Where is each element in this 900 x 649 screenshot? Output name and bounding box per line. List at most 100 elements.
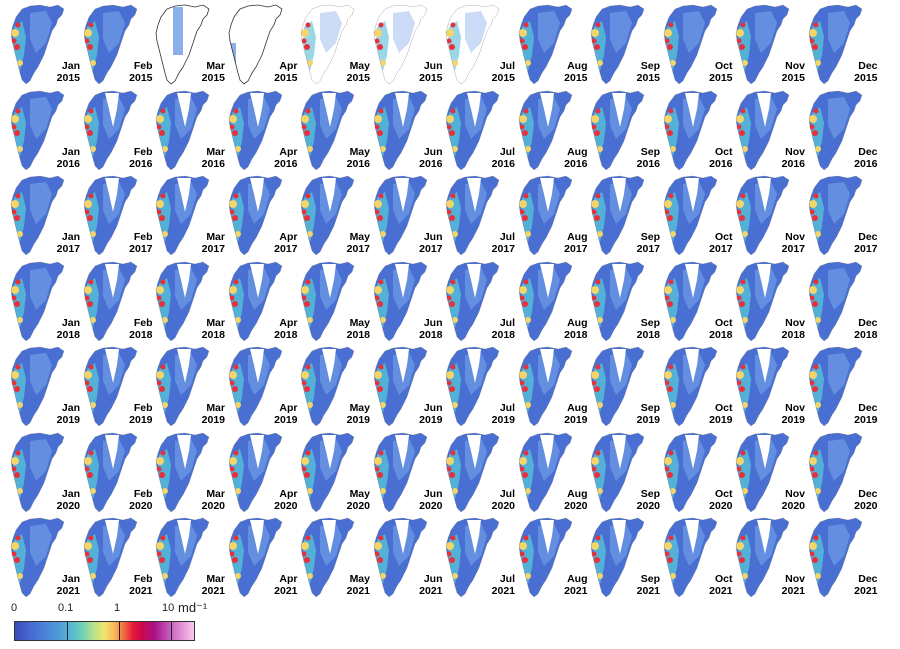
- outlet-glacier-mark: [378, 450, 383, 455]
- outlet-glacier-mark: [450, 450, 456, 455]
- outlet-glacier-mark: [668, 450, 673, 455]
- colorbar-tick-mark: [119, 622, 120, 640]
- outlet-glacier-mark: [86, 557, 93, 563]
- colorbar-tick-label-1: 1: [114, 602, 121, 614]
- outlet-glacier-mark: [11, 295, 17, 300]
- map-panel: Jul 2015: [441, 3, 515, 87]
- greenland-velocity-map: [300, 4, 355, 85]
- outlet-glacier-mark: [736, 466, 742, 471]
- panel-month: Apr: [279, 487, 298, 500]
- panel-date-label: Feb 2019: [129, 402, 152, 426]
- outlet-glacier-mark: [17, 60, 23, 66]
- outlet-glacier-mark: [452, 60, 458, 66]
- outlet-glacier-mark: [518, 29, 527, 37]
- panel-year: 2020: [636, 499, 660, 512]
- outlet-glacier-mark: [666, 215, 673, 221]
- outlet-glacier-mark: [86, 300, 93, 307]
- panel-year: 2020: [491, 499, 515, 512]
- outlet-glacier-mark: [449, 471, 455, 478]
- panel-date-label: Oct 2021: [709, 573, 732, 597]
- map-panel: Oct 2018: [659, 260, 733, 344]
- outlet-glacier-mark: [524, 145, 531, 152]
- panel-month: Aug: [567, 60, 588, 72]
- panel-date-label: Nov 2019: [782, 402, 805, 426]
- panel-year: 2016: [564, 157, 588, 170]
- panel-date-label: Dec 2020: [854, 488, 877, 512]
- greenland-velocity-map: [445, 175, 500, 256]
- outlet-glacier-mark: [524, 231, 531, 237]
- outlet-glacier-mark: [814, 402, 821, 408]
- outlet-glacier-mark: [228, 456, 237, 465]
- outlet-glacier-mark: [814, 487, 821, 494]
- greenland-velocity-map: [373, 175, 427, 256]
- map-panel: Sep 2018: [586, 260, 660, 344]
- outlet-glacier-mark: [84, 38, 89, 44]
- outlet-glacier-mark: [234, 573, 241, 579]
- outlet-glacier-mark: [378, 364, 383, 370]
- greenland-velocity-map: [155, 517, 210, 598]
- outlet-glacier-mark: [595, 279, 601, 284]
- greenland-velocity-map: [518, 4, 572, 85]
- panel-date-label: Jun 2020: [419, 488, 442, 512]
- outlet-glacier-mark: [14, 215, 20, 221]
- panel-year: 2020: [781, 499, 805, 512]
- panel-year: 2019: [709, 414, 733, 426]
- outlet-glacier-mark: [305, 193, 311, 199]
- map-panel: May 2020: [296, 431, 370, 515]
- outlet-glacier-mark: [379, 60, 386, 66]
- outlet-glacier-mark: [446, 542, 454, 550]
- outlet-glacier-mark: [233, 108, 238, 113]
- outlet-glacier-mark: [809, 295, 814, 300]
- greenland-velocity-map: [590, 517, 645, 598]
- panel-year: 2015: [56, 72, 80, 84]
- outlet-glacier-mark: [452, 487, 458, 494]
- panel-date-label: Jan 2017: [57, 231, 80, 255]
- panel-year: 2017: [201, 243, 225, 255]
- map-panel: Sep 2015: [586, 3, 660, 87]
- panel-month: Jul: [499, 573, 515, 585]
- outlet-glacier-mark: [595, 193, 601, 199]
- colorbar-legend: 0 0.1 1 10 md⁻¹: [0, 600, 900, 649]
- panel-month: Jan: [61, 573, 80, 585]
- greenland-velocity-map: [83, 517, 137, 598]
- greenland-velocity-map: [445, 261, 500, 341]
- outlet-glacier-mark: [452, 316, 458, 323]
- outlet-glacier-mark: [808, 200, 817, 208]
- outlet-glacier-mark: [813, 22, 818, 28]
- panel-date-label: Sep 2017: [637, 231, 660, 255]
- panel-date-label: Mar 2021: [202, 573, 225, 597]
- outlet-glacier-mark: [811, 557, 818, 563]
- outlet-glacier-mark: [229, 466, 234, 471]
- panel-month: Jan: [61, 316, 80, 329]
- panel-month: Dec: [858, 402, 878, 414]
- outlet-glacier-mark: [521, 300, 528, 307]
- map-panel: Mar 2017: [151, 174, 225, 258]
- panel-month: Nov: [785, 487, 805, 500]
- panel-date-label: May 2016: [347, 146, 370, 170]
- panel-month: Mar: [206, 402, 225, 414]
- outlet-glacier-mark: [234, 316, 241, 323]
- greenland-velocity-map: [300, 90, 355, 170]
- greenland-velocity-map: [445, 346, 500, 427]
- panel-year: 2016: [274, 157, 298, 170]
- map-panel: Nov 2019: [731, 345, 805, 429]
- greenland-velocity-map: [518, 432, 572, 512]
- outlet-glacier-mark: [160, 108, 166, 113]
- outlet-glacier-mark: [301, 38, 307, 44]
- outlet-glacier-mark: [379, 402, 386, 408]
- outlet-glacier-mark: [740, 108, 746, 113]
- panel-month: Aug: [567, 573, 588, 585]
- outlet-glacier-mark: [446, 285, 454, 294]
- map-panel: Nov 2020: [731, 431, 805, 515]
- panel-date-label: Jun 2016: [419, 146, 442, 170]
- panel-year: 2018: [709, 328, 733, 341]
- panel-year: 2018: [636, 328, 660, 341]
- outlet-glacier-mark: [373, 29, 382, 37]
- outlet-glacier-mark: [736, 209, 742, 215]
- outlet-glacier-mark: [234, 231, 241, 237]
- outlet-glacier-mark: [664, 380, 669, 386]
- outlet-glacier-mark: [736, 29, 744, 37]
- outlet-glacier-mark: [231, 386, 238, 392]
- outlet-glacier-mark: [305, 450, 311, 455]
- greenland-velocity-map: [10, 4, 65, 85]
